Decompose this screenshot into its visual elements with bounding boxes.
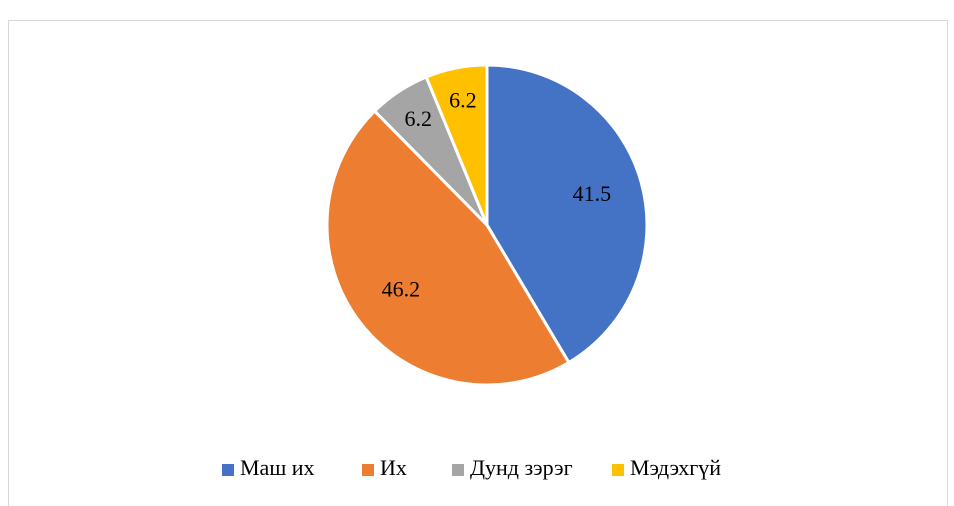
- pie-slice: [485, 63, 649, 365]
- legend-label: Дунд зэрэг: [470, 455, 573, 480]
- data-label: 41.5: [573, 181, 612, 206]
- legend-swatch: [452, 464, 464, 476]
- legend-swatch: [612, 464, 624, 476]
- legend-label: Их: [380, 455, 407, 480]
- pie-slice: [325, 108, 571, 387]
- data-label: 6.2: [404, 106, 432, 131]
- data-label: 46.2: [382, 277, 421, 302]
- legend-label: Мэдэхгүй: [630, 455, 721, 480]
- legend-swatch: [222, 464, 234, 476]
- legend-swatch: [362, 464, 374, 476]
- pie-slice: [424, 63, 489, 226]
- legend-label: Маш их: [240, 455, 315, 480]
- data-label: 6.2: [449, 88, 477, 113]
